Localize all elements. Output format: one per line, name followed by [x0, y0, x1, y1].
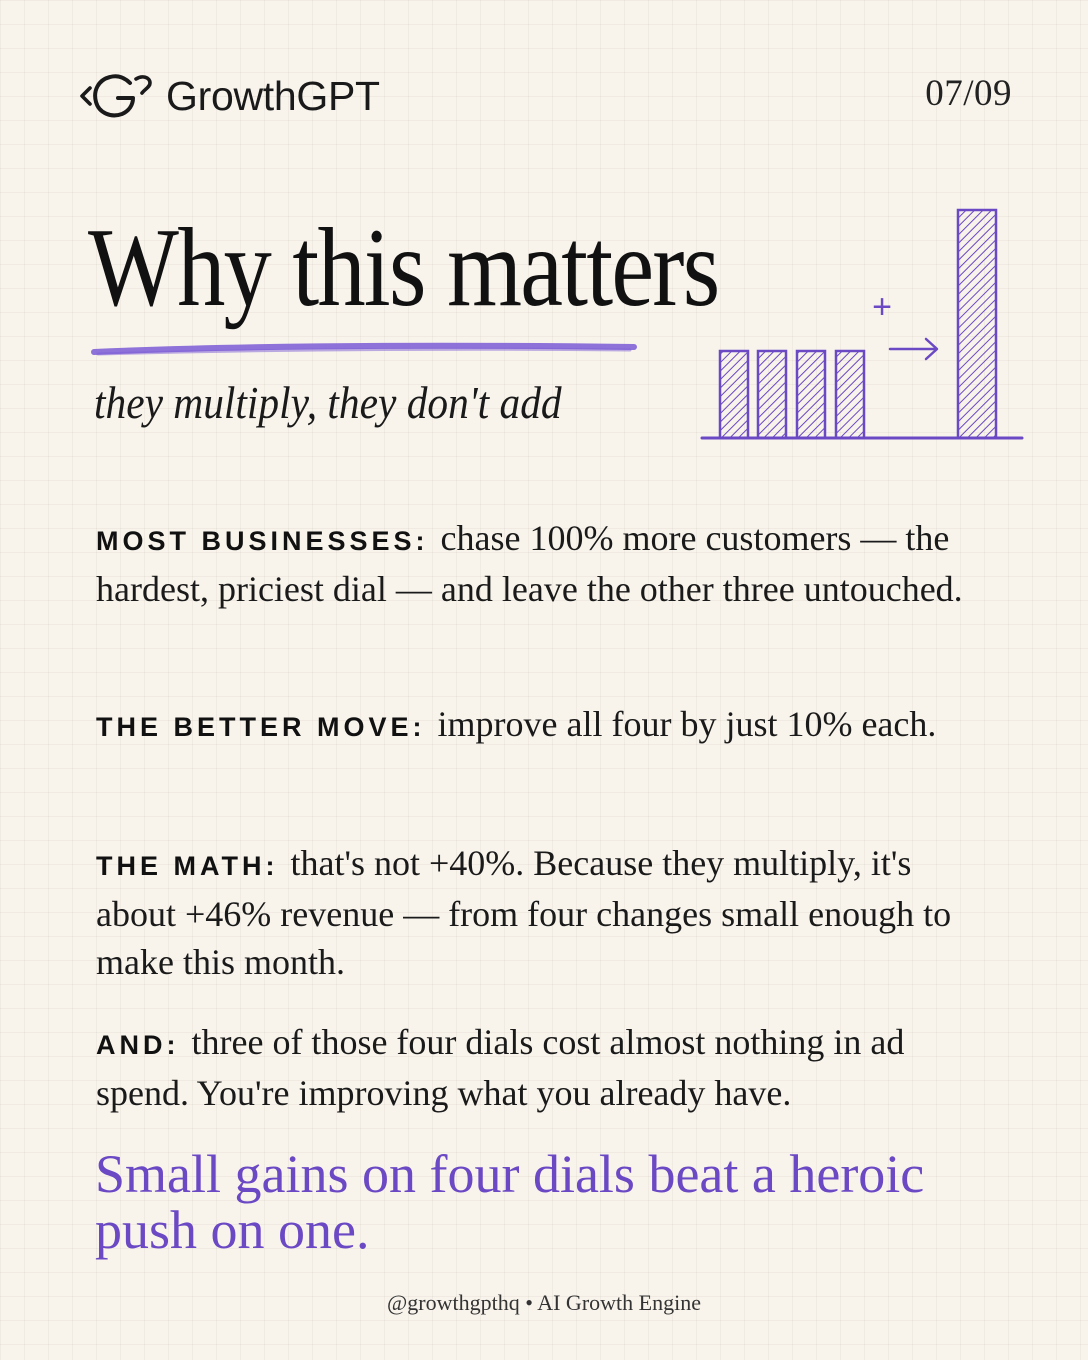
section-text: improve all four by just 10% each. [437, 704, 937, 744]
page-indicator: 07/09 [925, 73, 1012, 114]
section-text: that's not +40%. Because they multiply, … [96, 843, 952, 982]
illustration-bar [956, 208, 998, 440]
page-subtitle: they multiply, they don't add [94, 377, 562, 428]
closing-statement: Small gains on four dials beat a heroic … [95, 1144, 925, 1260]
illustration-bar [795, 349, 827, 440]
section-label: THE MATH: [96, 851, 279, 881]
title-underline [91, 342, 637, 356]
section-text: chase 100% more customers — the hardest,… [96, 518, 963, 609]
footer-separator: • [525, 1290, 533, 1315]
footer-handle: @growthgpthq [387, 1290, 520, 1315]
section-and: AND: three of those four dials cost almos… [96, 1018, 976, 1117]
illustration-bar [718, 349, 750, 440]
illustration-bar [834, 349, 866, 440]
section-text: three of those four dials cost almost no… [96, 1022, 905, 1113]
section-better-move: THE BETTER MOVE: improve all four by just… [96, 700, 976, 751]
section-label: AND: [96, 1030, 180, 1060]
section-the-math: THE MATH: that's not +40%. Because they m… [96, 839, 976, 986]
footer-tagline: AI Growth Engine [537, 1290, 701, 1315]
growthgpt-logo-icon [80, 74, 152, 118]
bar-chart-growth-icon: + [700, 208, 1024, 440]
section-most-businesses: MOST BUSINESSES: chase 100% more customer… [96, 514, 976, 613]
arrow-right-icon [888, 337, 939, 361]
section-label: THE BETTER MOVE: [96, 712, 426, 742]
page-title: Why this matters [88, 206, 720, 330]
section-label: MOST BUSINESSES: [96, 526, 429, 556]
plus-symbol: + [872, 288, 892, 326]
illustration-bar [756, 349, 788, 440]
footer: @growthgpthq • AI Growth Engine [0, 1290, 1088, 1316]
brand-name: GrowthGPT [166, 72, 380, 119]
brand-logo: GrowthGPT [78, 68, 380, 124]
